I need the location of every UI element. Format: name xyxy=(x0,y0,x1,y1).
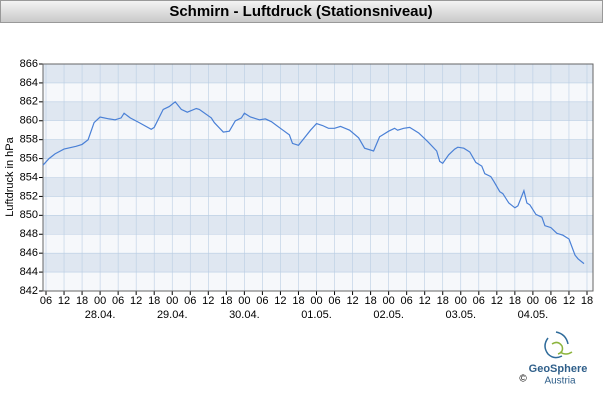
x-tick-label: 12 xyxy=(274,295,286,307)
x-tick-label: 12 xyxy=(130,295,142,307)
y-tick-label: 846 xyxy=(20,247,38,259)
x-tick-label: 12 xyxy=(419,295,431,307)
x-tick-label: 06 xyxy=(328,295,340,307)
day-label: 01.05. xyxy=(301,309,332,321)
day-label: 30.04. xyxy=(229,309,260,321)
x-tick-label: 06 xyxy=(401,295,413,307)
x-tick-label: 12 xyxy=(563,295,575,307)
x-tick-label: 18 xyxy=(437,295,449,307)
y-tick-label: 852 xyxy=(20,190,38,202)
logo-icon xyxy=(544,331,573,359)
day-label: 04.05. xyxy=(518,309,549,321)
x-tick-label: 12 xyxy=(346,295,358,307)
day-label: 29.04. xyxy=(157,309,188,321)
band xyxy=(43,215,593,235)
x-tick-label: 12 xyxy=(58,295,70,307)
logo-name: GeoSphere xyxy=(529,363,588,375)
x-tick-label: 00 xyxy=(94,295,106,307)
y-tick-label: 860 xyxy=(20,115,38,127)
x-tick-label: 00 xyxy=(383,295,395,307)
x-tick-label: 18 xyxy=(509,295,521,307)
plot-frame xyxy=(42,63,594,292)
y-tick-label: 858 xyxy=(20,134,38,146)
y-tick-label: 862 xyxy=(20,96,38,108)
band xyxy=(43,177,593,197)
y-tick-label: 844 xyxy=(20,266,38,278)
y-axis-label: Luftdruck in hPa xyxy=(4,136,16,216)
x-tick-label: 00 xyxy=(238,295,250,307)
x-tick-label: 18 xyxy=(292,295,304,307)
band xyxy=(43,253,593,273)
x-tick-label: 00 xyxy=(527,295,539,307)
x-tick-label: 00 xyxy=(166,295,178,307)
copyright: © xyxy=(519,374,527,385)
x-tick-label: 12 xyxy=(202,295,214,307)
x-tick-label: 06 xyxy=(40,295,52,307)
y-tick-label: 848 xyxy=(20,228,38,240)
band xyxy=(43,101,593,121)
y-tick-label: 850 xyxy=(20,209,38,221)
x-tick-label: 18 xyxy=(148,295,160,307)
chart-title: Schmirn - Luftdruck (Stationsniveau) xyxy=(169,3,432,20)
x-tick-label: 18 xyxy=(76,295,88,307)
day-label: 03.05. xyxy=(445,309,476,321)
band xyxy=(43,139,593,159)
line xyxy=(42,100,585,265)
y-tick-label: 842 xyxy=(20,285,38,297)
logo-sub: Austria xyxy=(544,376,576,387)
x-tick-label: 06 xyxy=(112,295,124,307)
x-tick-label: 06 xyxy=(545,295,557,307)
x-tick-label: 06 xyxy=(256,295,268,307)
band xyxy=(43,64,593,83)
x-tick-label: 12 xyxy=(491,295,503,307)
y-tick-label: 856 xyxy=(20,152,38,164)
y-tick-label: 854 xyxy=(20,171,38,183)
x-tick-label: 06 xyxy=(473,295,485,307)
day-label: 28.04. xyxy=(85,309,116,321)
y-tick-label: 864 xyxy=(20,77,38,89)
y-tick-label: 866 xyxy=(20,58,38,70)
x-tick-label: 18 xyxy=(581,295,593,307)
x-tick-label: 06 xyxy=(184,295,196,307)
x-tick-label: 18 xyxy=(364,295,376,307)
x-tick-label: 00 xyxy=(455,295,467,307)
x-tick-label: 00 xyxy=(310,295,322,307)
x-tick-label: 18 xyxy=(220,295,232,307)
day-label: 02.05. xyxy=(373,309,404,321)
